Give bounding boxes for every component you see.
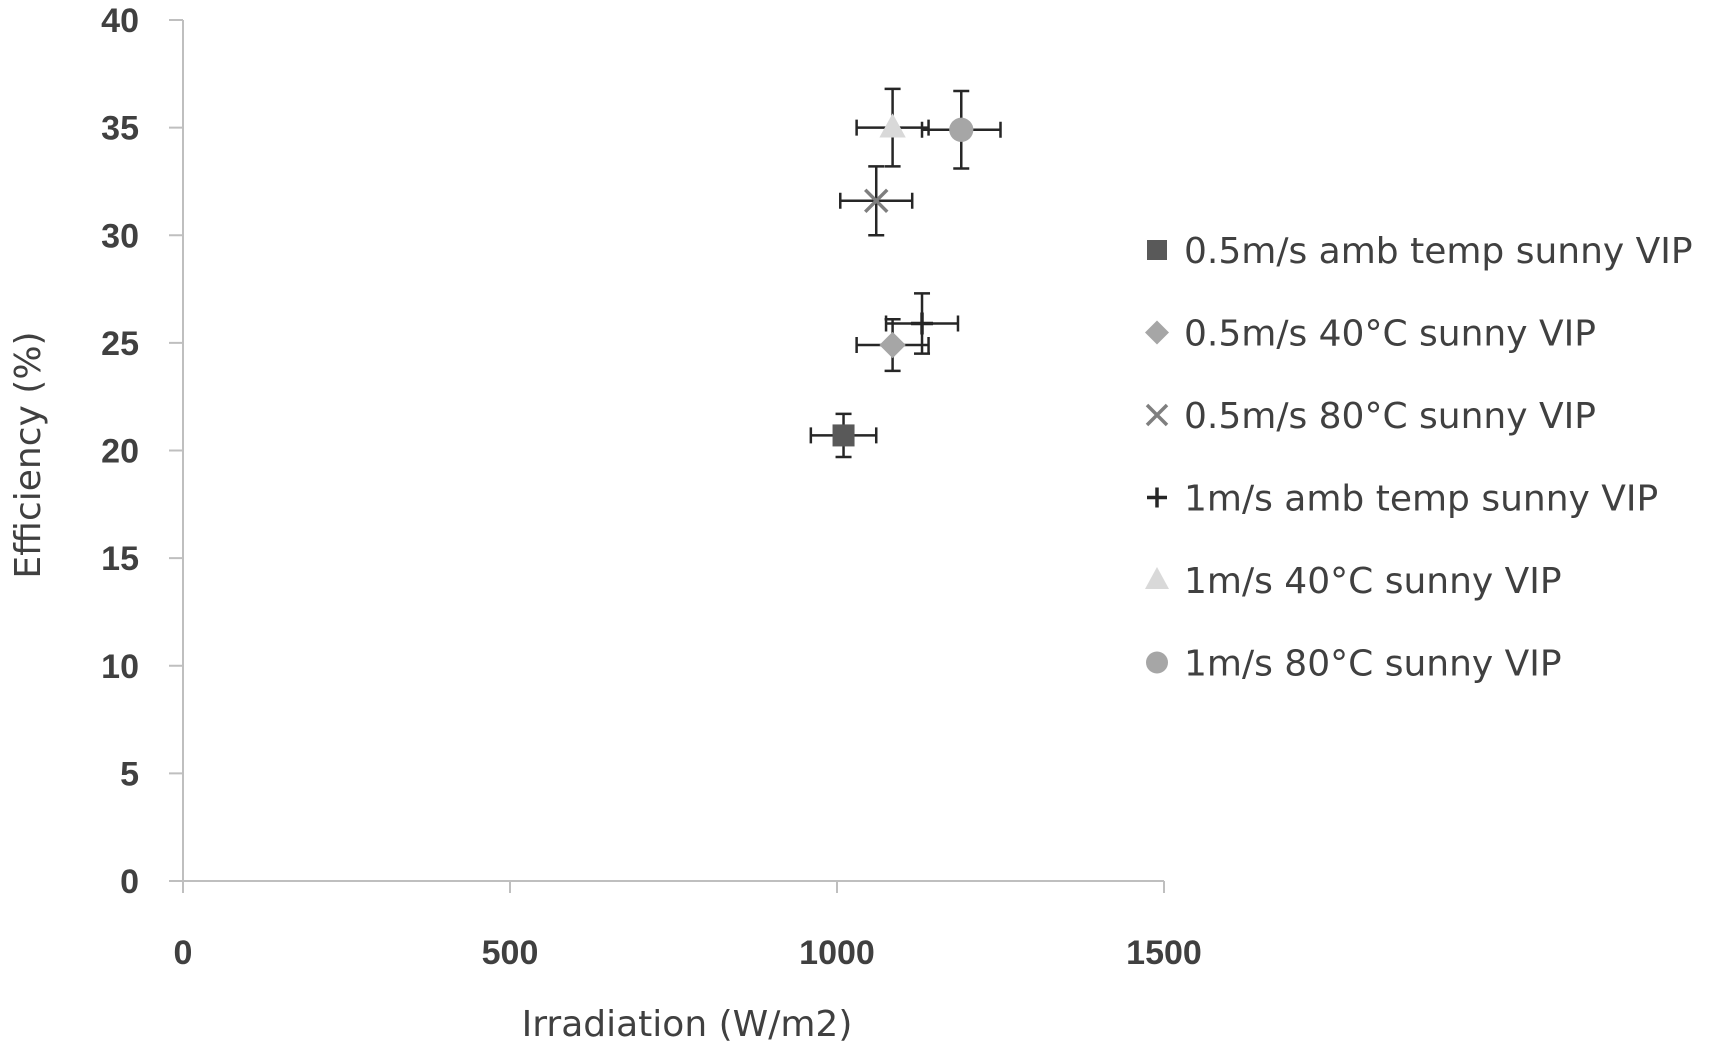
marker-circle <box>949 117 974 142</box>
series-0 <box>809 412 878 459</box>
legend-label: 1m/s 80°C sunny VIP <box>1184 644 1562 685</box>
marker-plus <box>911 312 934 335</box>
y-tick-label: 15 <box>101 540 139 578</box>
marker-triangle <box>879 113 906 138</box>
y-axis-ticks: 0 5 10 15 20 25 30 35 40 <box>101 2 183 901</box>
legend-item: 0.5m/s 40°C sunny VIP <box>1145 314 1596 355</box>
legend-item: 1m/s 80°C sunny VIP <box>1146 644 1562 685</box>
legend-label: 0.5m/s 40°C sunny VIP <box>1184 314 1596 355</box>
marker-circle <box>1146 651 1168 674</box>
y-tick-label: 35 <box>101 110 139 148</box>
y-axis-title: Efficiency (%) <box>8 331 49 578</box>
y-tick-label: 25 <box>101 325 139 363</box>
marker-diamond <box>1145 320 1169 345</box>
y-tick-label: 30 <box>101 217 139 255</box>
legend: 0.5m/s amb temp sunny VIP 0.5m/s 40°C sun… <box>1145 231 1693 685</box>
marker-diamond <box>879 331 906 359</box>
marker-x <box>864 188 889 214</box>
x-tick-label: 0 <box>174 934 193 972</box>
legend-label: 1m/s 40°C sunny VIP <box>1184 561 1562 602</box>
y-tick-label: 5 <box>120 755 139 793</box>
marker-square <box>832 424 855 447</box>
series-2 <box>839 165 914 237</box>
series-3 <box>884 292 960 355</box>
legend-label: 0.5m/s amb temp sunny VIP <box>1184 231 1693 272</box>
x-tick-label: 1500 <box>1126 934 1202 972</box>
marker-triangle <box>1145 567 1169 589</box>
legend-item: 0.5m/s 80°C sunny VIP <box>1145 396 1596 437</box>
y-tick-label: 10 <box>101 648 139 686</box>
x-tick-label: 500 <box>482 934 539 972</box>
legend-item: 1m/s amb temp sunny VIP <box>1147 479 1658 520</box>
plot-series <box>809 87 1002 459</box>
y-tick-label: 20 <box>101 433 139 471</box>
y-tick-label: 0 <box>120 863 139 901</box>
x-axis-ticks: 0 500 1000 1500 <box>174 881 1202 972</box>
series-1 <box>855 317 930 373</box>
axes: 0 5 10 15 20 25 30 35 40 0 500 1000 1500 <box>101 2 1202 972</box>
series-4 <box>855 87 930 168</box>
series-5 <box>920 89 1002 170</box>
legend-item: 0.5m/s amb temp sunny VIP <box>1147 231 1693 272</box>
legend-label: 1m/s amb temp sunny VIP <box>1184 479 1658 520</box>
marker-x <box>1145 403 1169 427</box>
legend-item: 1m/s 40°C sunny VIP <box>1145 561 1562 602</box>
legend-label: 0.5m/s 80°C sunny VIP <box>1184 396 1596 437</box>
y-tick-label: 40 <box>101 2 139 40</box>
marker-plus <box>1147 487 1167 508</box>
marker-square <box>1147 240 1167 260</box>
x-tick-label: 1000 <box>799 934 875 972</box>
x-axis-title: Irradiation (W/m2) <box>522 1004 853 1045</box>
